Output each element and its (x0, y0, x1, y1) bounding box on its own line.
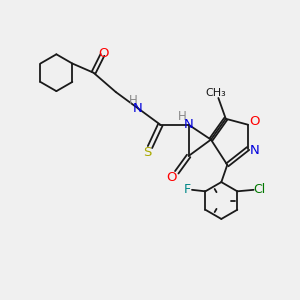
Text: N: N (250, 143, 260, 157)
Text: O: O (99, 47, 109, 60)
Text: N: N (184, 118, 194, 131)
Text: S: S (143, 146, 152, 159)
Text: F: F (184, 183, 191, 196)
Text: O: O (166, 171, 177, 184)
Text: H: H (128, 94, 137, 106)
Text: O: O (249, 115, 260, 128)
Text: N: N (133, 102, 143, 115)
Text: H: H (178, 110, 187, 123)
Text: CH₃: CH₃ (205, 88, 226, 98)
Text: Cl: Cl (253, 183, 265, 196)
